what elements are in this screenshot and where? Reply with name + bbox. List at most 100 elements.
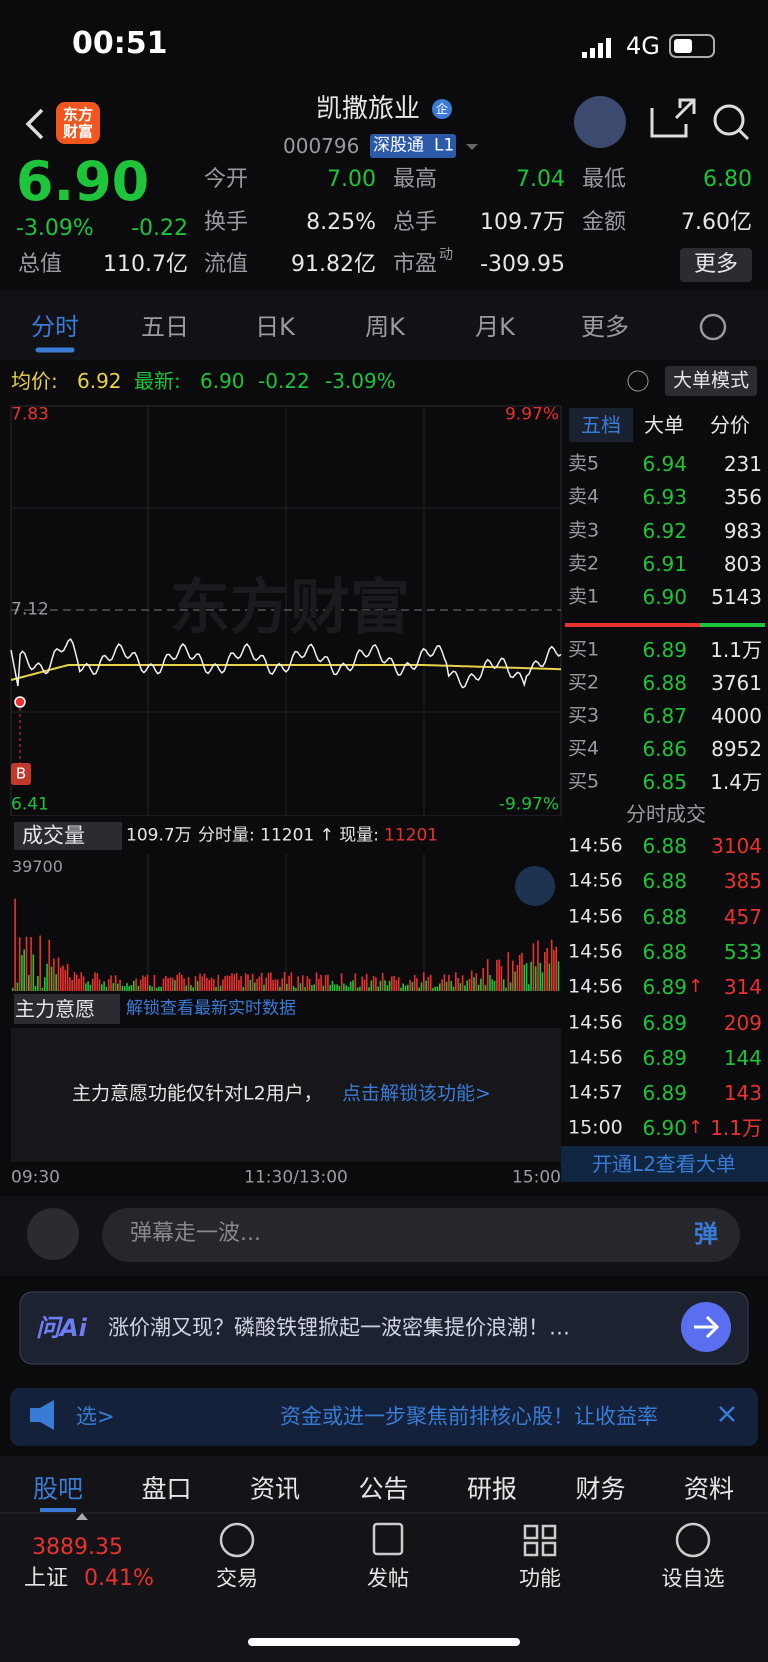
chart-tab[interactable]: 周K xyxy=(365,313,405,341)
notice-close[interactable] xyxy=(719,1406,735,1422)
comment-input[interactable]: 弹幕走一波... xyxy=(130,1221,261,1246)
trade-price: 6.89 xyxy=(642,1010,687,1035)
volume-bar xyxy=(153,975,156,991)
volume-bar xyxy=(41,987,44,991)
code-dropdown[interactable] xyxy=(466,144,478,150)
volume-bar xyxy=(212,979,215,991)
l2-button[interactable]: 开通L2查看大单 xyxy=(592,1152,736,1176)
volume-bar xyxy=(347,986,350,991)
stock-code: 000796 xyxy=(283,134,360,158)
bottom-tab[interactable]: 研报 xyxy=(466,1474,518,1504)
volume-bar xyxy=(32,954,35,991)
index-change: 0.41% xyxy=(84,1566,154,1591)
volume-bar xyxy=(537,940,539,991)
volume-bar xyxy=(315,972,318,991)
volume-bar xyxy=(101,984,103,991)
trades-title: 分时成交 xyxy=(626,802,706,826)
volume-bar xyxy=(306,976,309,991)
chart-tab[interactable]: 月K xyxy=(475,313,515,341)
bottom-tab[interactable]: 财务 xyxy=(575,1474,626,1504)
stat-label: 总手 xyxy=(393,210,438,235)
volume-bar xyxy=(354,973,357,991)
book-tab[interactable]: 五档 xyxy=(581,413,621,437)
book-tab[interactable]: 大单 xyxy=(644,413,684,437)
volume-bar xyxy=(386,985,389,991)
volume-label[interactable]: 成交量 xyxy=(22,823,85,848)
comment-input[interactable] xyxy=(102,1208,740,1262)
volume-bar xyxy=(333,984,336,991)
volume-dropdown[interactable] xyxy=(14,822,122,850)
ai-text[interactable]: 涨价潮又现？磷酸铁锂掀起一波密集提价浪潮！… xyxy=(108,1315,570,1340)
chart-tab[interactable]: 日K xyxy=(255,313,295,341)
main-force-label[interactable]: 主力意愿 xyxy=(15,997,95,1021)
volume-bar xyxy=(411,982,414,991)
notice-text[interactable]: 资金或进一步聚焦前排核心股！让收益率 xyxy=(280,1404,658,1429)
volume-bar xyxy=(201,976,204,991)
main-force-unlock[interactable]: 解锁查看最新实时数据 xyxy=(126,998,296,1019)
volume-bar xyxy=(224,976,226,991)
bottom-tab[interactable]: 盘口 xyxy=(141,1474,192,1504)
bottom-tab[interactable]: 股吧 xyxy=(32,1474,84,1504)
robot-icon[interactable] xyxy=(574,96,626,148)
nav-item[interactable]: 设自选 xyxy=(661,1566,725,1591)
ai-bar[interactable] xyxy=(19,1291,749,1365)
volume-bar xyxy=(18,937,21,991)
stat-sup: 动 xyxy=(439,247,453,263)
volume-bar xyxy=(149,985,151,991)
expand-icon[interactable] xyxy=(515,866,555,906)
mode-button[interactable]: 大单模式 xyxy=(672,369,750,392)
volume-bar xyxy=(299,983,302,991)
chart-tab[interactable]: 五日 xyxy=(141,313,189,341)
chart-tab[interactable]: 分时 xyxy=(31,313,79,341)
volume-bar xyxy=(297,976,299,991)
volume-bar xyxy=(25,936,28,991)
book-volume: 356 xyxy=(723,485,762,509)
help-icon[interactable] xyxy=(627,370,649,392)
volume-bar xyxy=(427,976,430,991)
trade-price: 6.88 xyxy=(642,834,687,858)
book-tab[interactable]: 分价 xyxy=(710,413,750,437)
trade-volume: 385 xyxy=(723,869,762,894)
trade-time: 14:56 xyxy=(568,905,623,928)
volume-bar xyxy=(75,974,78,991)
volume-bar xyxy=(425,980,427,991)
chart-tab[interactable]: 更多 xyxy=(581,313,629,341)
more-button[interactable]: 更多 xyxy=(693,252,739,277)
comment-icon[interactable] xyxy=(27,1208,79,1260)
volume-bar xyxy=(85,983,87,991)
tab-bar-bg xyxy=(0,290,768,360)
more-button-bg[interactable] xyxy=(680,248,752,282)
avg-line xyxy=(10,664,562,681)
volume-bar xyxy=(114,975,117,991)
trade-volume: 1.1万 xyxy=(710,1116,762,1141)
bottom-tab[interactable]: 资料 xyxy=(683,1474,735,1504)
book-price: 6.91 xyxy=(642,552,687,576)
nav-item[interactable]: 发帖 xyxy=(367,1566,409,1591)
comment-button[interactable]: 弹 xyxy=(694,1220,718,1248)
book-price: 6.90 xyxy=(642,585,687,609)
volume-bar xyxy=(258,976,261,991)
bottom-tab[interactable]: 资讯 xyxy=(249,1474,301,1504)
main-force-dropdown[interactable] xyxy=(14,994,120,1024)
bottom-tab[interactable]: 公告 xyxy=(358,1474,409,1504)
main-force-link[interactable]: 点击解锁该功能> xyxy=(342,1082,491,1105)
trade-time: 14:56 xyxy=(568,1011,623,1033)
stat-label: 市盈 xyxy=(393,252,438,277)
back-button[interactable] xyxy=(25,108,44,140)
volume-bar xyxy=(28,974,30,991)
volume-bar xyxy=(464,985,466,991)
book-tab-active[interactable] xyxy=(569,408,633,442)
nav-item[interactable]: 功能 xyxy=(519,1566,561,1591)
settings-icon[interactable] xyxy=(699,313,727,341)
l2-button-bg[interactable] xyxy=(561,1146,768,1182)
search-icon[interactable] xyxy=(713,104,745,136)
nav-item[interactable]: 交易 xyxy=(216,1566,258,1591)
volume-bar xyxy=(270,972,272,991)
mode-button-bg[interactable] xyxy=(665,366,757,396)
volume-bar xyxy=(12,988,14,991)
book-label: 卖5 xyxy=(568,452,600,475)
volume-bar xyxy=(167,978,169,991)
trade-price: 6.88 xyxy=(642,869,687,894)
share-icon[interactable] xyxy=(650,98,696,138)
